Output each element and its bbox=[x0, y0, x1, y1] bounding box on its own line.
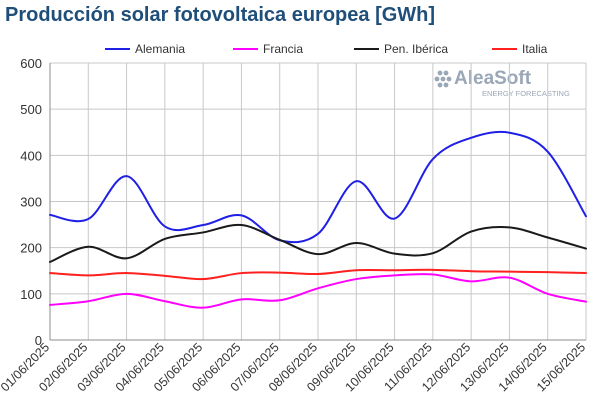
y-tick-label: 300 bbox=[20, 195, 42, 210]
data-point-alemania bbox=[125, 175, 127, 177]
logo-dot bbox=[437, 70, 443, 76]
series-alemania bbox=[49, 130, 587, 244]
data-point-italia bbox=[125, 272, 127, 274]
data-point-francia bbox=[125, 293, 127, 295]
y-axis: 0 100 200 300 400 500 600 bbox=[20, 56, 51, 348]
legend-label: Francia bbox=[263, 42, 303, 56]
y-tick-label: 100 bbox=[20, 287, 42, 302]
data-point-pen-iberica bbox=[49, 261, 51, 263]
data-point-alemania bbox=[164, 225, 166, 227]
series-line-pen-iberica bbox=[49, 223, 587, 263]
data-point-francia bbox=[355, 278, 357, 280]
x-axis: 01/06/202502/06/202503/06/202504/06/2025… bbox=[0, 339, 588, 394]
data-point-francia bbox=[508, 276, 510, 278]
data-point-italia bbox=[470, 270, 472, 272]
series-line-francia bbox=[49, 273, 587, 309]
data-point-francia bbox=[393, 274, 395, 276]
data-point-italia bbox=[202, 278, 204, 280]
grid bbox=[49, 62, 587, 341]
series-italia bbox=[49, 268, 587, 281]
data-point-alemania bbox=[547, 150, 549, 152]
data-point-alemania bbox=[432, 158, 434, 160]
data-point-francia bbox=[164, 300, 166, 302]
data-point-alemania bbox=[585, 215, 587, 217]
data-point-italia bbox=[508, 270, 510, 272]
data-point-italia bbox=[355, 269, 357, 271]
y-tick-label: 600 bbox=[20, 56, 42, 71]
data-point-italia bbox=[279, 271, 281, 273]
logo-dot bbox=[446, 76, 452, 82]
legend-label: Pen. Ibérica bbox=[384, 42, 448, 56]
data-point-italia bbox=[87, 274, 89, 276]
data-point-alemania bbox=[240, 214, 242, 216]
series-francia bbox=[49, 273, 587, 309]
series-pen-iberica bbox=[49, 223, 587, 263]
plot-series bbox=[49, 130, 587, 309]
data-point-alemania bbox=[470, 137, 472, 139]
data-point-pen-iberica bbox=[470, 230, 472, 232]
logo-dot bbox=[443, 70, 449, 76]
data-point-italia bbox=[432, 269, 434, 271]
data-point-italia bbox=[240, 272, 242, 274]
data-point-italia bbox=[585, 272, 587, 274]
legend-label: Alemania bbox=[135, 42, 185, 56]
y-tick-label: 200 bbox=[20, 241, 42, 256]
data-point-pen-iberica bbox=[355, 242, 357, 244]
data-point-alemania bbox=[355, 180, 357, 182]
data-point-italia bbox=[49, 272, 51, 274]
series-line-alemania bbox=[49, 130, 587, 244]
data-point-pen-iberica bbox=[317, 253, 319, 255]
data-point-francia bbox=[547, 293, 549, 295]
data-point-alemania bbox=[317, 233, 319, 235]
data-point-pen-iberica bbox=[202, 231, 204, 233]
data-point-italia bbox=[164, 275, 166, 277]
logo-name: AleaSoft bbox=[454, 68, 532, 89]
data-point-italia bbox=[393, 269, 395, 271]
data-point-pen-iberica bbox=[393, 252, 395, 254]
data-point-francia bbox=[202, 306, 204, 308]
data-point-pen-iberica bbox=[508, 226, 510, 228]
data-point-francia bbox=[87, 300, 89, 302]
data-point-italia bbox=[547, 271, 549, 273]
y-tick-label: 400 bbox=[20, 148, 42, 163]
y-tick-label: 0 bbox=[35, 333, 42, 348]
logo: AleaSoft ENERGY FORECASTING bbox=[434, 68, 570, 98]
data-point-francia bbox=[317, 287, 319, 289]
data-point-francia bbox=[432, 273, 434, 275]
data-point-italia bbox=[317, 273, 319, 275]
logo-dot bbox=[437, 82, 443, 88]
chart-title: Producción solar fotovoltaica europea [G… bbox=[5, 4, 436, 26]
data-point-pen-iberica bbox=[164, 238, 166, 240]
data-point-francia bbox=[240, 298, 242, 300]
data-point-alemania bbox=[87, 218, 89, 220]
legend-label: Italia bbox=[522, 42, 548, 56]
data-point-pen-iberica bbox=[125, 257, 127, 259]
y-tick-label: 500 bbox=[20, 102, 42, 117]
data-point-alemania bbox=[393, 217, 395, 219]
logo-dot bbox=[440, 76, 446, 82]
data-point-pen-iberica bbox=[432, 252, 434, 254]
data-point-francia bbox=[279, 299, 281, 301]
data-point-pen-iberica bbox=[585, 247, 587, 249]
data-point-francia bbox=[470, 280, 472, 282]
data-point-alemania bbox=[49, 214, 51, 216]
logo-tagline: ENERGY FORECASTING bbox=[482, 89, 570, 98]
data-point-francia bbox=[585, 300, 587, 302]
aleasoft-logo-icon bbox=[434, 70, 452, 88]
series-line-italia bbox=[49, 268, 587, 281]
legend: Alemania Francia Pen. Ibérica Italia bbox=[105, 42, 548, 56]
data-point-pen-iberica bbox=[279, 239, 281, 241]
data-point-alemania bbox=[508, 132, 510, 134]
logo-dot bbox=[443, 82, 449, 88]
data-point-pen-iberica bbox=[87, 246, 89, 248]
data-point-alemania bbox=[202, 224, 204, 226]
data-point-pen-iberica bbox=[240, 224, 242, 226]
data-point-francia bbox=[49, 304, 51, 306]
logo-dot bbox=[434, 76, 440, 82]
data-point-pen-iberica bbox=[547, 236, 549, 238]
